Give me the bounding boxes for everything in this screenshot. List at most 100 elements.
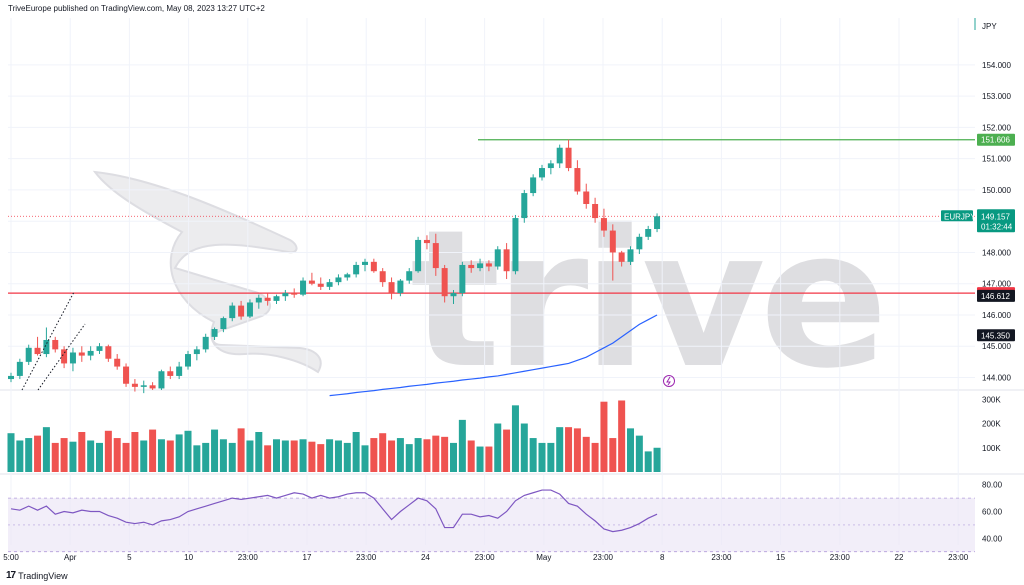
volume-bar	[485, 446, 493, 472]
volume-bar	[326, 439, 334, 472]
candle-body	[105, 346, 112, 359]
volume-bar	[281, 440, 289, 472]
price-axis[interactable]: JPY 154.000 153.000 152.000 151.000 150.000 14…	[974, 18, 1011, 543]
volume-tick-label: 200K	[982, 420, 1001, 429]
rsi-pane	[8, 489, 975, 553]
candle-body	[432, 243, 439, 269]
candle-body	[25, 347, 32, 362]
candle-body	[34, 347, 41, 355]
volume-bar	[511, 405, 519, 472]
candle-body	[556, 147, 563, 164]
volume-bar	[609, 438, 617, 472]
candle-body	[583, 191, 590, 204]
volume-bar	[113, 438, 121, 472]
price-tick-label: 147.000	[982, 280, 1011, 289]
volume-bar	[573, 428, 581, 472]
price-tick-label: 144.000	[982, 373, 1011, 382]
candle-body	[539, 168, 545, 178]
volume-bar	[25, 438, 33, 472]
candle-body	[565, 147, 572, 169]
candle-body	[521, 193, 528, 219]
resistance-badge	[977, 133, 1015, 146]
volume-bar	[122, 442, 130, 472]
time-tick-label: 23:00	[830, 553, 851, 562]
time-tick-label: 5	[127, 553, 132, 562]
publisher-header: TriveEurope published on TradingView.com…	[8, 4, 265, 13]
candle-body	[16, 361, 23, 376]
candle-body	[477, 263, 484, 269]
moving-average	[329, 314, 658, 397]
volume-bar	[565, 427, 573, 472]
candle-body	[211, 329, 218, 337]
trive-wing-logo	[92, 170, 322, 374]
volume-bar	[343, 442, 351, 472]
candle-body	[131, 383, 138, 387]
volume-bar	[600, 401, 608, 472]
volume-bar	[104, 430, 112, 472]
candle-body	[114, 358, 121, 367]
volume-bar	[334, 440, 342, 472]
candle-body	[238, 305, 245, 317]
price-badge	[977, 289, 1015, 302]
tradingview-logo-mark: 17	[6, 570, 16, 581]
volume-bar	[7, 433, 15, 472]
candle-body	[69, 352, 76, 364]
time-axis[interactable]: 5:00 Apr 5 10 23:00 17 23:00 24 23:00 May 23:00 8 23…	[3, 553, 969, 562]
candle-body	[317, 283, 324, 287]
volume-bar	[308, 441, 316, 472]
volume-bar	[556, 427, 564, 472]
volume-bar	[458, 419, 466, 472]
candle-body	[344, 274, 351, 278]
candle-body	[202, 336, 209, 350]
lightning-event-icon[interactable]	[663, 375, 675, 387]
volume-bar	[644, 451, 652, 472]
candle-body	[618, 252, 625, 262]
volume-bar	[42, 427, 50, 472]
price-tick-label: 145.000	[982, 342, 1011, 351]
time-tick-label: 23:00	[356, 553, 377, 562]
candle-body	[459, 264, 466, 294]
volume-bar	[290, 440, 298, 472]
candles[interactable]	[8, 139, 675, 394]
volume-bar	[547, 442, 555, 472]
candle-body	[530, 177, 537, 194]
time-tick-label: May	[536, 553, 551, 562]
candle-body	[123, 366, 130, 384]
volume-bar	[237, 428, 245, 472]
volume-bar	[16, 440, 24, 472]
time-tick-label: 8	[660, 553, 665, 562]
candle-body	[273, 296, 280, 301]
candle-body	[96, 346, 103, 351]
candle-body	[379, 271, 386, 283]
volume-bar	[467, 440, 475, 472]
volume-bar	[503, 429, 511, 472]
time-tick-label: 23:00	[475, 553, 496, 562]
volume-bar	[405, 444, 413, 472]
price-tick-label: 154.000	[982, 61, 1011, 70]
volume-bar	[157, 439, 165, 472]
candle-body	[592, 204, 599, 219]
candle-body	[282, 293, 289, 297]
candle-body	[406, 271, 413, 281]
tradingview-logo[interactable]: 17 TradingView	[6, 570, 68, 581]
candle-body	[335, 277, 342, 283]
price-tick-label: 146.000	[982, 311, 1011, 320]
lightning-glyph	[666, 376, 671, 386]
candle-body	[255, 297, 262, 303]
volume-bar	[582, 436, 590, 472]
candle-body	[149, 385, 156, 389]
volume-bar	[228, 442, 236, 472]
volume-bar	[299, 439, 307, 472]
candle-body	[78, 352, 85, 356]
candle-body	[362, 261, 368, 265]
volume-bar	[246, 440, 254, 472]
candle-body	[503, 249, 510, 272]
price-tick-label: 153.000	[982, 92, 1011, 101]
rsi-tick-label: 60.00	[982, 508, 1003, 517]
trive-watermark-text: trive	[410, 189, 882, 410]
tradingview-logo-text: TradingView	[18, 570, 68, 581]
rsi-line	[10, 489, 658, 533]
candle-body	[308, 280, 315, 284]
